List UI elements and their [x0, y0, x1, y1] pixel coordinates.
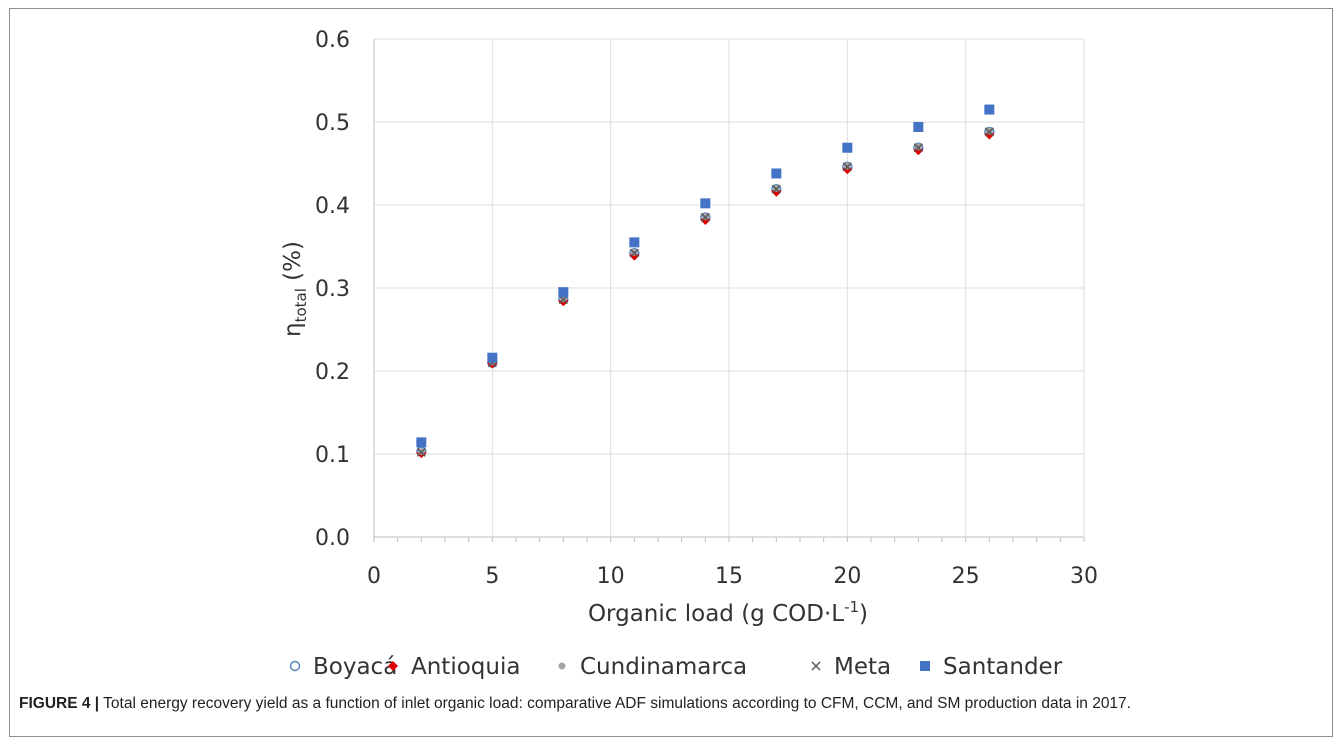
- legend-label-cundinamarca: Cundinamarca: [580, 654, 747, 680]
- y-tick-label: 0.4: [315, 194, 350, 219]
- caption-text: Total energy recovery yield as a functio…: [99, 695, 1131, 712]
- y-axis-label: ηtotal (%): [280, 241, 310, 337]
- legend-marker-cundinamarca: [558, 662, 566, 670]
- x-axis-label-sup: -1: [844, 598, 859, 616]
- scatter-chart: 0.0 0.1 0.2 0.3 0.4 0.5 0.6 0 5 10 15 20 25 30 Organi…: [280, 28, 1098, 680]
- point-santander: [629, 237, 640, 248]
- point-santander: [771, 168, 782, 179]
- point-meta: [842, 162, 852, 172]
- caption-label: FIGURE 4 |: [19, 695, 100, 712]
- y-tick-label: 0.6: [315, 28, 350, 53]
- y-axis-label-sub: total: [292, 288, 310, 322]
- x-tick-label: 20: [833, 564, 861, 589]
- x-tick-label: 30: [1070, 564, 1098, 589]
- x-tick-label: 0: [367, 564, 381, 589]
- point-meta: [984, 127, 994, 137]
- point-santander: [913, 121, 924, 132]
- x-tick-label: 15: [715, 564, 743, 589]
- x-axis-label-end: ): [859, 601, 868, 627]
- point-santander: [700, 198, 711, 209]
- legend-marker-boyaca: [289, 660, 301, 672]
- data-points: [416, 104, 995, 459]
- x-tick-label: 5: [485, 564, 499, 589]
- y-tick-label: 0.3: [315, 277, 350, 302]
- y-tick-label: 0.5: [315, 111, 350, 136]
- point-santander: [487, 352, 498, 363]
- x-axis-label-main: Organic load (g COD·L: [588, 601, 844, 627]
- point-meta: [629, 248, 639, 258]
- grid: [374, 38, 1085, 537]
- point-meta: [771, 184, 781, 194]
- point-santander: [842, 142, 853, 153]
- x-tick-label: 25: [952, 564, 980, 589]
- point-meta: [913, 143, 923, 153]
- legend-label-meta: Meta: [834, 654, 891, 680]
- point-santander: [558, 287, 569, 298]
- y-axis-label-main: η: [280, 322, 306, 337]
- point-meta: [416, 447, 426, 457]
- figure-frame: [9, 8, 1333, 737]
- point-santander: [416, 437, 427, 448]
- legend-marker-santander: [920, 661, 930, 671]
- legend-label-antioquia: Antioquia: [411, 654, 520, 680]
- y-tick-label: 0.2: [315, 360, 350, 385]
- y-tick-label: 0.0: [315, 526, 350, 551]
- y-axis-label-end: (%): [280, 241, 306, 288]
- legend-label-santander: Santander: [943, 654, 1063, 680]
- point-santander: [984, 104, 995, 115]
- legend: Boyacá Antioquia Cundinamarca Meta Santander: [289, 654, 1063, 680]
- legend-marker-antioquia: [388, 661, 398, 671]
- point-meta: [700, 212, 710, 222]
- axes: 0.0 0.1 0.2 0.3 0.4 0.5 0.6 0 5 10 15 20 25 30: [315, 28, 1098, 589]
- y-tick-label: 0.1: [315, 443, 350, 468]
- x-tick-label: 10: [597, 564, 625, 589]
- x-axis-label: Organic load (g COD·L-1): [588, 598, 868, 627]
- legend-label-boyaca: Boyacá: [313, 654, 397, 680]
- figure-caption: FIGURE 4 | Total energy recovery yield a…: [19, 695, 1329, 713]
- legend-marker-meta: [811, 661, 821, 671]
